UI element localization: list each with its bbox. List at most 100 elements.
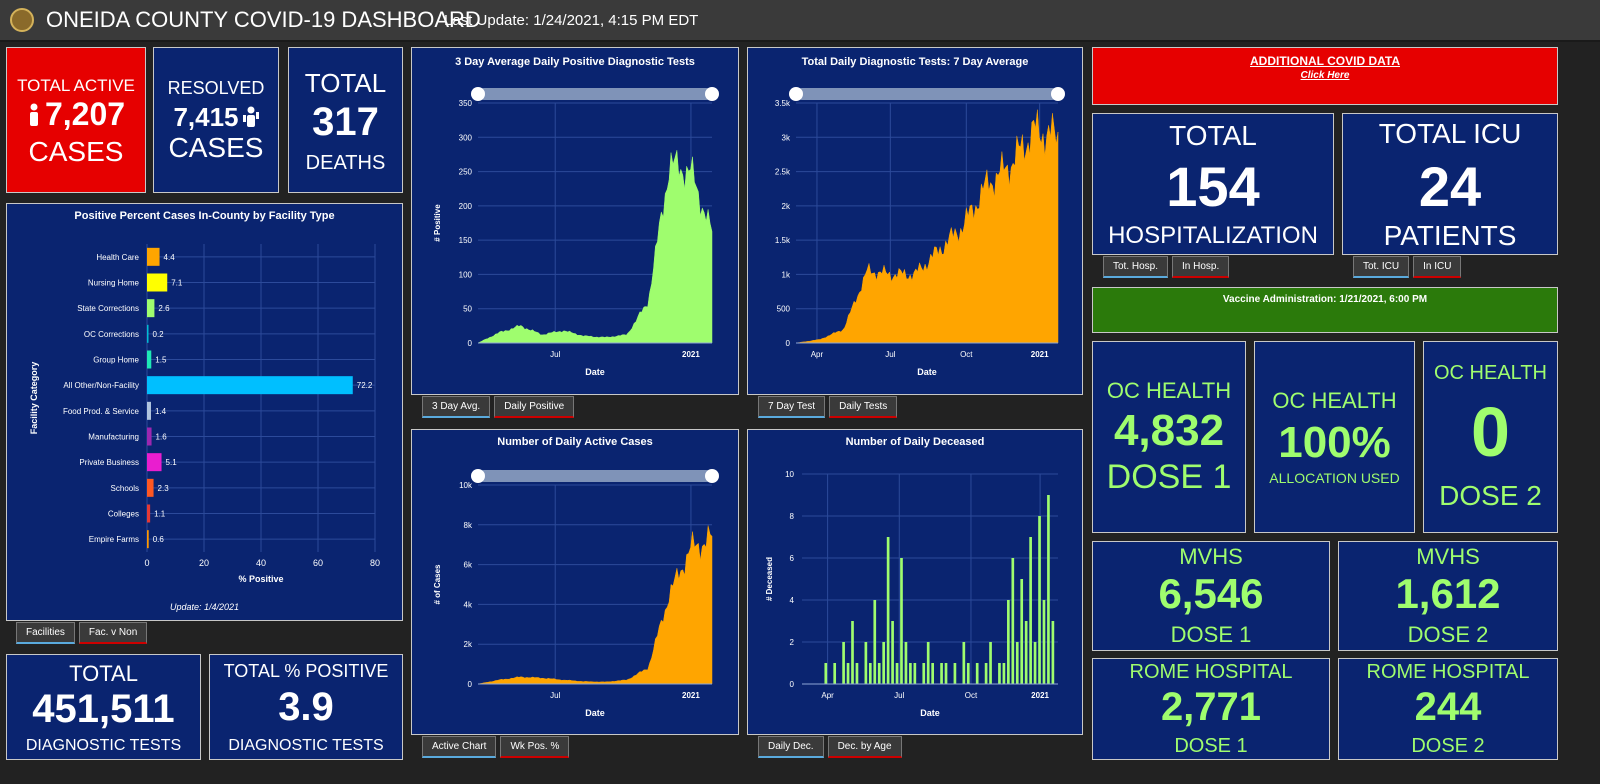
tab-dec-by-age[interactable]: Dec. by Age	[827, 736, 902, 758]
mvhs-dose1-label: MVHS	[1179, 544, 1243, 569]
facility-category-label: Manufacturing	[88, 433, 139, 442]
additional-data-link[interactable]: Click Here	[1300, 70, 1350, 81]
chart-x-axis-label: Date	[917, 367, 937, 377]
facility-value-label: 1.1	[154, 510, 166, 519]
deceased-bar	[900, 558, 903, 684]
deceased-y-tick: 2	[790, 638, 795, 647]
active-tabs: Active Chart Wk Pos. %	[422, 736, 570, 758]
deceased-bar	[926, 642, 930, 684]
tests-tabs: 7 Day Test Daily Tests	[758, 396, 898, 418]
facility-value-label: 1.5	[155, 356, 167, 365]
rome-dose2-panel: ROME HOSPITAL 244 DOSE 2	[1338, 658, 1558, 760]
tab-in-hosp[interactable]: In Hosp.	[1172, 256, 1230, 278]
facility-category-label: Health Care	[96, 253, 139, 262]
chart-y-tick: 3k	[782, 133, 791, 142]
mvhs-dose2-unit: DOSE 2	[1407, 622, 1489, 647]
total-active-panel: TOTAL ACTIVE 7,207 CASES	[6, 47, 146, 193]
person-icon	[29, 103, 38, 126]
tab-daily-dec[interactable]: Daily Dec.	[758, 736, 824, 758]
chart-y-tick: 1.5k	[775, 236, 791, 245]
chart-y-tick: 0	[468, 680, 473, 689]
deceased-bar	[998, 663, 1001, 684]
facility-category-label: OC Corrections	[84, 330, 139, 339]
deceased-y-tick: 6	[790, 554, 795, 563]
deceased-bar	[891, 621, 894, 684]
facility-value-label: 2.6	[158, 304, 170, 313]
oc-dose1-value: 4,832	[1113, 406, 1225, 455]
mvhs-dose2-value: 1,612	[1395, 570, 1501, 617]
facility-category-label: Colleges	[108, 510, 139, 519]
tab-tot-hosp[interactable]: Tot. Hosp.	[1103, 256, 1169, 278]
deceased-x-axis-label: Date	[920, 708, 940, 718]
active-chart: 0 2k 4k 6k 8k 10k Jul 2021 Date # of Cases	[433, 469, 719, 718]
total-tests-value: 451,511	[32, 687, 175, 731]
deceased-bar	[1002, 663, 1006, 684]
chart-y-tick: 4k	[464, 600, 473, 609]
mvhs-dose1-panel: MVHS 6,546 DOSE 1	[1092, 541, 1330, 651]
deceased-bar	[931, 663, 934, 684]
icu-label: TOTAL ICU	[1378, 118, 1522, 149]
tab-daily-tests[interactable]: Daily Tests	[829, 396, 898, 418]
facility-category-label: Empire Farms	[89, 535, 139, 544]
range-slider-handle-left	[471, 469, 485, 483]
additional-data-title[interactable]: ADDITIONAL COVID DATA	[1250, 54, 1400, 68]
deceased-chart: 0 2 4 6 8 10 Apr Jul Oct 2021 Date # Deceased	[765, 470, 1058, 718]
chart-y-tick: 50	[463, 305, 472, 314]
deceased-bar	[873, 600, 877, 684]
oc-dose1-unit: DOSE 1	[1106, 458, 1232, 496]
tab-tot-icu[interactable]: Tot. ICU	[1353, 256, 1410, 278]
hospitalization-panel: TOTAL 154 HOSPITALIZATION	[1092, 113, 1334, 255]
deaths-value: 317	[312, 100, 379, 144]
deceased-y-axis-label: # Deceased	[765, 557, 774, 601]
chart-y-tick: 10k	[459, 481, 473, 490]
facility-category-label: Private Business	[79, 458, 139, 467]
deceased-chart-panel: Number of Daily Deceased 0 2 4 6 8 10 Apr Jul Oc…	[747, 429, 1083, 735]
deaths-label: TOTAL	[304, 68, 387, 98]
deceased-bar	[1007, 600, 1010, 684]
total-positive-value: 3.9	[278, 685, 334, 729]
tab-fac-v-non[interactable]: Fac. v Non	[78, 622, 148, 644]
range-slider-handle-right	[1051, 87, 1065, 101]
facility-category-label: All Other/Non-Facility	[63, 381, 139, 390]
oc-dose2-unit: DOSE 2	[1439, 480, 1542, 511]
deceased-bar	[1047, 495, 1050, 684]
facility-value-label: 1.6	[156, 433, 168, 442]
deceased-bar	[922, 663, 926, 684]
resolved-label: RESOLVED	[167, 78, 265, 98]
mvhs-dose1-value: 6,546	[1158, 570, 1264, 617]
oc-allocation-unit: ALLOCATION USED	[1269, 470, 1400, 486]
tab-in-icu[interactable]: In ICU	[1413, 256, 1462, 278]
oc-dose2-value: 0	[1471, 393, 1510, 471]
chart-y-tick: 350	[459, 99, 473, 108]
facility-value-label: 72.2	[357, 381, 373, 390]
total-positive-panel: TOTAL % POSITIVE 3.9 DIAGNOSTIC TESTS	[209, 654, 403, 760]
tab-wk-pos[interactable]: Wk Pos. %	[500, 736, 570, 758]
tab-3-day-avg[interactable]: 3 Day Avg.	[422, 396, 491, 418]
chart-x-axis-label: Date	[585, 708, 605, 718]
deceased-bar	[855, 663, 859, 684]
deceased-bar	[864, 642, 868, 684]
facility-value-label: 1.4	[155, 407, 167, 416]
facility-chart-panel: Positive Percent Cases In-County by Faci…	[6, 203, 403, 621]
facility-category-label: Schools	[111, 484, 139, 493]
rome-dose2-value: 244	[1414, 685, 1482, 729]
chart-x-axis-label: Date	[585, 367, 605, 377]
tab-daily-positive[interactable]: Daily Positive	[494, 396, 575, 418]
deaths-unit: DEATHS	[305, 152, 386, 174]
facility-category-label: Food Prod. & Service	[63, 407, 140, 416]
chart-x-tick: Jul	[550, 691, 560, 700]
tab-active-chart[interactable]: Active Chart	[422, 736, 497, 758]
deceased-bar	[1011, 558, 1015, 684]
rome-dose1-value: 2,771	[1160, 685, 1262, 729]
header-bar: ONEIDA COUNTY COVID-19 DASHBOARD Last Up…	[0, 0, 1600, 42]
tests-chart-panel: Total Daily Diagnostic Tests: 7 Day Aver…	[747, 47, 1083, 395]
rome-dose1-panel: ROME HOSPITAL 2,771 DOSE 1	[1092, 658, 1330, 760]
deceased-bar	[953, 663, 957, 684]
total-active-label: TOTAL ACTIVE	[17, 76, 135, 95]
tab-facilities[interactable]: Facilities	[16, 622, 75, 644]
oc-dose2-panel: OC HEALTH 0 DOSE 2	[1423, 341, 1558, 533]
tab-7-day-test[interactable]: 7 Day Test	[758, 396, 826, 418]
facility-bar	[147, 504, 151, 523]
additional-data-banner[interactable]: ADDITIONAL COVID DATA Click Here	[1092, 47, 1558, 105]
facility-category-label: State Corrections	[77, 304, 139, 313]
